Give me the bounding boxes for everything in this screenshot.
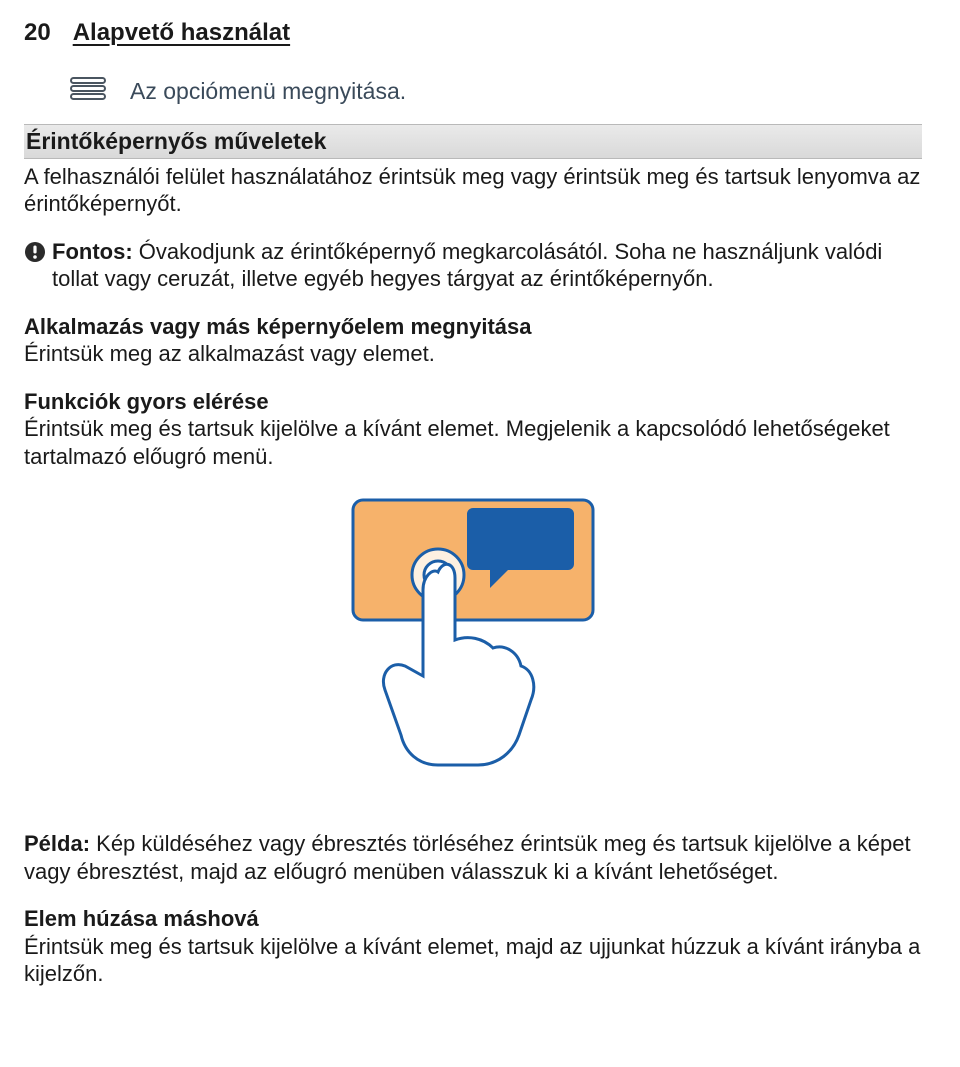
example-paragraph: Példa: Kép küldéséhez vagy ébresztés tör… (24, 830, 922, 885)
section-heading-band: Érintőképernyős műveletek (24, 124, 922, 159)
touch-illustration (24, 490, 922, 770)
warning-block: Fontos: Óvakodjunk az érintőképernyő meg… (24, 238, 922, 293)
warning-icon (24, 241, 46, 263)
quick-access-text: Érintsük meg és tartsuk kijelölve a kívá… (24, 415, 922, 470)
touch-heading: Érintőképernyős műveletek (26, 127, 916, 156)
warning-label: Fontos: (52, 239, 133, 264)
open-app-heading: Alkalmazás vagy más képernyőelem megnyit… (24, 313, 922, 341)
warning-text: Fontos: Óvakodjunk az érintőképernyő meg… (52, 238, 922, 293)
warning-body: Óvakodjunk az érintőképernyő megkarcolás… (52, 239, 882, 292)
quick-access-heading: Funkciók gyors elérése (24, 388, 922, 416)
page-number: 20 (24, 18, 51, 48)
example-label: Példa: (24, 831, 90, 856)
option-menu-text: Az opciómenü megnyitása. (130, 77, 406, 106)
drag-heading: Elem húzása máshová (24, 905, 922, 933)
option-menu-row: Az opciómenü megnyitása. (70, 76, 922, 106)
chapter-title: Alapvető használat (73, 18, 290, 48)
option-menu-icon (70, 76, 106, 106)
touch-intro: A felhasználói felület használatához éri… (24, 163, 922, 218)
example-text: Kép küldéséhez vagy ébresztés törléséhez… (24, 831, 911, 884)
page-header: 20 Alapvető használat (24, 18, 922, 48)
open-app-text: Érintsük meg az alkalmazást vagy elemet. (24, 340, 922, 368)
drag-text: Érintsük meg és tartsuk kijelölve a kívá… (24, 933, 922, 988)
